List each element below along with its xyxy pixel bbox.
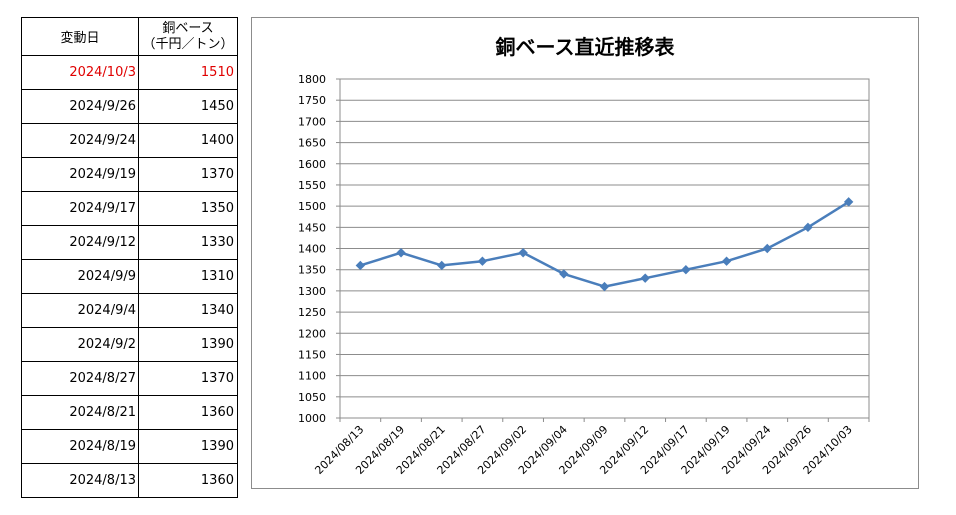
- y-tick-label: 1350: [298, 264, 326, 277]
- cell-price: 1310: [138, 259, 238, 294]
- table-row: 2024/9/9 1310: [21, 259, 238, 294]
- cell-price: 1370: [138, 157, 238, 192]
- data-point: [396, 248, 406, 258]
- y-axis-ticks: 1000 1050 1100 1150 1200 1250 1300 1350 1400 1450…: [298, 73, 340, 425]
- data-point: [518, 248, 528, 258]
- table-row: 2024/8/13 1360: [21, 463, 238, 498]
- table-row: 2024/9/19 1370: [21, 157, 238, 192]
- chart-title: 銅ベース直近推移表: [496, 35, 676, 59]
- y-tick-label: 1450: [298, 221, 326, 234]
- table-header-row: 変動日 銅ベース （千円／トン）: [21, 17, 238, 56]
- header-price-label: 銅ベース: [162, 20, 214, 36]
- cell-date: 2024/9/24: [21, 123, 139, 158]
- table-row: 2024/9/4 1340: [21, 293, 238, 328]
- y-tick-label: 1700: [298, 115, 326, 128]
- cell-price: 1450: [138, 89, 238, 124]
- data-point: [681, 264, 691, 275]
- table-row: 2024/9/24 1400: [21, 123, 238, 158]
- y-tick-label: 1400: [298, 243, 326, 256]
- y-tick-label: 1050: [298, 391, 326, 404]
- cell-price: 1370: [138, 361, 238, 396]
- cell-date: 2024/8/21: [21, 395, 139, 430]
- y-tick-label: 1550: [298, 179, 326, 192]
- data-point: [803, 222, 813, 233]
- chart-area: 銅ベース直近推移表 1000 1050 1100 1150 1200 1250 1300 13…: [251, 17, 919, 489]
- y-tick-label: 1000: [298, 412, 326, 425]
- table-row: 2024/8/21 1360: [21, 395, 238, 430]
- cell-date: 2024/10/3: [21, 55, 139, 90]
- y-tick-label: 1600: [298, 158, 326, 171]
- table-row: 2024/9/12 1330: [21, 225, 238, 260]
- cell-price: 1360: [138, 463, 238, 498]
- data-point: [599, 281, 610, 292]
- data-point: [762, 243, 772, 254]
- data-point: [437, 260, 447, 271]
- y-tick-label: 1500: [298, 200, 326, 213]
- cell-price: 1390: [138, 327, 238, 362]
- y-tick-label: 1650: [298, 137, 326, 150]
- cell-price: 1340: [138, 293, 238, 328]
- data-point: [721, 256, 732, 266]
- y-tick-label: 1300: [298, 285, 326, 298]
- price-table: 変動日 銅ベース （千円／トン） 2024/10/3 1510 2024/9/26 1…: [21, 17, 238, 498]
- data-point: [477, 256, 488, 266]
- y-tick-label: 1250: [298, 306, 326, 319]
- cell-price: 1350: [138, 191, 238, 226]
- series-layer: [355, 197, 854, 292]
- data-point: [640, 273, 650, 283]
- header-date: 変動日: [21, 17, 139, 56]
- table-row: 2024/10/3 1510: [21, 55, 238, 90]
- y-tick-label: 1100: [298, 370, 326, 383]
- gridlines: [339, 78, 870, 419]
- header-price: 銅ベース （千円／トン）: [138, 17, 238, 56]
- cell-price: 1330: [138, 225, 238, 260]
- cell-date: 2024/9/4: [21, 293, 139, 328]
- table-row: 2024/8/27 1370: [21, 361, 238, 396]
- cell-date: 2024/9/2: [21, 327, 139, 362]
- table-row: 2024/9/17 1350: [21, 191, 238, 226]
- cell-date: 2024/8/19: [21, 429, 139, 464]
- cell-date: 2024/9/9: [21, 259, 139, 294]
- table-row: 2024/9/26 1450: [21, 89, 238, 124]
- cell-price: 1360: [138, 395, 238, 430]
- data-point: [843, 197, 854, 207]
- cell-date: 2024/9/26: [21, 89, 139, 124]
- x-axis-ticks: 2024/08/132024/08/192024/08/212024/08/27…: [312, 418, 870, 477]
- cell-price: 1510: [138, 55, 238, 90]
- y-tick-label: 1200: [298, 327, 326, 340]
- y-tick-label: 1750: [298, 94, 326, 107]
- cell-date: 2024/9/19: [21, 157, 139, 192]
- data-point: [559, 269, 569, 279]
- cell-date: 2024/8/27: [21, 361, 139, 396]
- cell-date: 2024/9/12: [21, 225, 139, 260]
- cell-price: 1390: [138, 429, 238, 464]
- line-chart: 銅ベース直近推移表 1000 1050 1100 1150 1200 1250 1300 13…: [298, 35, 870, 477]
- data-point: [355, 260, 366, 271]
- series-line: [359, 200, 850, 288]
- header-date-label: 変動日: [60, 31, 100, 46]
- cell-date: 2024/9/17: [21, 191, 139, 226]
- table-row: 2024/8/19 1390: [21, 429, 238, 464]
- header-price-unit: （千円／トン）: [142, 36, 234, 52]
- y-tick-label: 1150: [298, 348, 326, 361]
- cell-price: 1400: [138, 123, 238, 158]
- y-tick-label: 1800: [298, 73, 326, 86]
- table-row: 2024/9/2 1390: [21, 327, 238, 362]
- cell-date: 2024/8/13: [21, 463, 139, 498]
